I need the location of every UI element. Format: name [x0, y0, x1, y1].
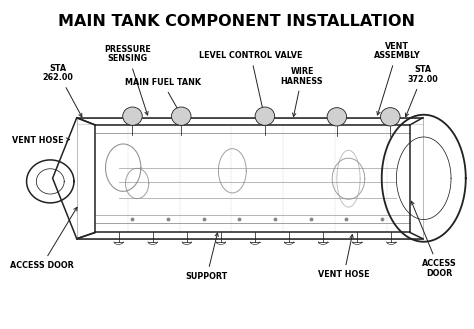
- Text: STA
372.00: STA 372.00: [405, 65, 438, 117]
- Ellipse shape: [172, 107, 191, 125]
- Text: STA
262.00: STA 262.00: [43, 64, 82, 117]
- Text: MAIN TANK COMPONENT INSTALLATION: MAIN TANK COMPONENT INSTALLATION: [58, 14, 416, 30]
- Ellipse shape: [381, 108, 400, 126]
- Ellipse shape: [327, 108, 346, 126]
- Text: PRESSURE
SENSING: PRESSURE SENSING: [104, 45, 151, 115]
- Text: LEVEL CONTROL VALVE: LEVEL CONTROL VALVE: [199, 51, 302, 115]
- Text: WIRE
HARNESS: WIRE HARNESS: [281, 67, 323, 116]
- Text: ACCESS DOOR: ACCESS DOOR: [10, 207, 77, 270]
- Text: VENT
ASSEMBLY: VENT ASSEMBLY: [374, 41, 420, 115]
- Ellipse shape: [255, 107, 274, 125]
- Text: ACCESS
DOOR: ACCESS DOOR: [411, 201, 456, 278]
- Ellipse shape: [123, 107, 142, 125]
- Text: VENT HOSE: VENT HOSE: [12, 136, 70, 145]
- Text: MAIN FUEL TANK: MAIN FUEL TANK: [125, 78, 201, 120]
- Text: SUPPORT: SUPPORT: [186, 233, 228, 281]
- Text: VENT HOSE: VENT HOSE: [318, 235, 370, 279]
